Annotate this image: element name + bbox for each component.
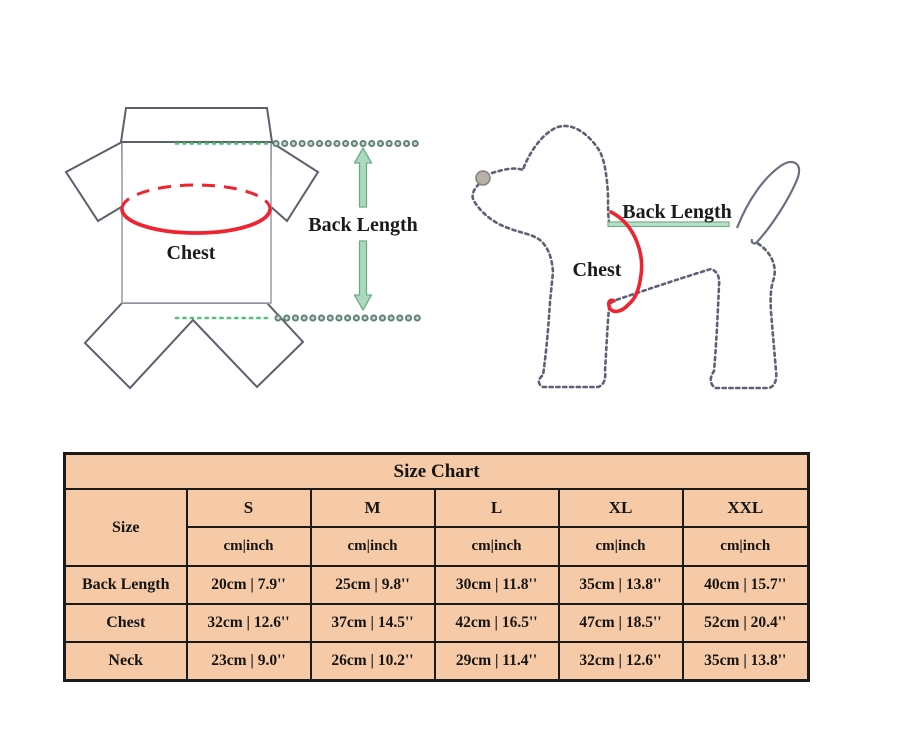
size-header-cell: Size	[63, 488, 188, 567]
cell-neck-s: 23cm | 9.0''	[185, 641, 312, 682]
dog-nose	[475, 170, 491, 186]
unit-cell: cm|inch	[557, 526, 684, 567]
dog-chest-label: Chest	[573, 259, 622, 281]
dog-diagram: Back Length Chest	[471, 124, 801, 390]
row-label: Chest	[63, 603, 188, 643]
cell-neck-m: 26cm | 10.2''	[309, 641, 436, 682]
cell-neck-l: 29cm | 11.4''	[433, 641, 560, 682]
unit-cell: cm|inch	[185, 526, 312, 567]
garment-collar	[119, 107, 274, 143]
cell-chest-m: 37cm | 14.5''	[309, 603, 436, 643]
table-row-back-length: Back Length 20cm | 7.9'' 25cm | 9.8'' 30…	[63, 565, 810, 605]
garment-chest-label: Chest	[167, 242, 216, 264]
dog-tail	[735, 160, 801, 245]
cell-neck-xxl: 35cm | 13.8''	[681, 641, 810, 682]
table-row-neck: Neck 23cm | 9.0'' 26cm | 10.2'' 29cm | 1…	[63, 641, 810, 682]
size-col-xl: XL	[557, 488, 684, 528]
measurement-diagrams: Back Length Chest Back Length Chest	[64, 107, 801, 390]
garment-left-sleeve	[64, 140, 125, 223]
dog-back-length-label: Back Length	[622, 201, 731, 223]
chest-ellipse-solid-arc	[120, 208, 272, 235]
garment-diagram: Back Length Chest	[64, 107, 423, 390]
row-label: Back Length	[63, 565, 188, 605]
cell-chest-s: 32cm | 12.6''	[185, 603, 312, 643]
size-col-xxl: XXL	[681, 488, 810, 528]
cell-back-length-xl: 35cm | 13.8''	[557, 565, 684, 605]
back-length-arrow-up	[353, 147, 373, 208]
cell-chest-xxl: 52cm | 20.4''	[681, 603, 810, 643]
cell-back-length-s: 20cm | 7.9''	[185, 565, 312, 605]
cell-neck-xl: 32cm | 12.6''	[557, 641, 684, 682]
back-length-arrow-down	[353, 240, 373, 311]
garment-legs	[83, 302, 305, 390]
dog-back-length-line	[607, 221, 730, 228]
garment-right-sleeve	[268, 140, 320, 223]
unit-cell: cm|inch	[681, 526, 810, 567]
table-row-chest: Chest 32cm | 12.6'' 37cm | 14.5'' 42cm |…	[63, 603, 810, 643]
dog-chest-curve	[607, 210, 644, 314]
cell-chest-l: 42cm | 16.5''	[433, 603, 560, 643]
cell-back-length-m: 25cm | 9.8''	[309, 565, 436, 605]
size-chart-title: Size Chart	[63, 452, 810, 490]
dog-head-outline	[490, 124, 611, 224]
row-label: Neck	[63, 641, 188, 682]
garment-back-length-label: Back Length	[308, 214, 417, 236]
cell-chest-xl: 47cm | 18.5''	[557, 603, 684, 643]
size-col-s: S	[185, 488, 312, 528]
size-col-m: M	[309, 488, 436, 528]
size-chart-table: Size Chart Size S M L XL XXL cm|inch cm|…	[63, 452, 811, 682]
cell-back-length-l: 30cm | 11.8''	[433, 565, 560, 605]
size-col-l: L	[433, 488, 560, 528]
garment-body	[121, 141, 272, 304]
cell-back-length-xxl: 40cm | 15.7''	[681, 565, 810, 605]
unit-cell: cm|inch	[309, 526, 436, 567]
unit-cell: cm|inch	[433, 526, 560, 567]
